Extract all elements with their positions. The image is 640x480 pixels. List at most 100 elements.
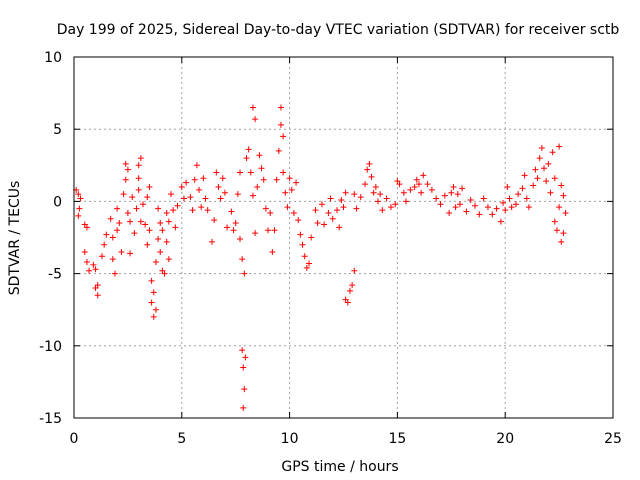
data-point [148, 277, 155, 284]
data-point [334, 207, 341, 214]
data-point [183, 179, 190, 186]
y-tick-labels: -15 -10 -5 0 5 10 [39, 50, 62, 427]
data-point [237, 235, 244, 242]
data-point [86, 267, 93, 274]
data-point [262, 205, 269, 212]
data-point [512, 201, 519, 208]
data-point [142, 221, 149, 228]
data-point [77, 195, 84, 202]
data-point [258, 165, 265, 172]
data-point [217, 195, 224, 202]
x-tick-label: 0 [70, 431, 79, 447]
data-point [452, 204, 459, 211]
data-point [299, 241, 306, 248]
plot-frame [73, 56, 614, 419]
data-point [547, 189, 554, 196]
data-point [109, 256, 116, 263]
data-point [94, 292, 101, 299]
data-point [224, 224, 231, 231]
data-point [157, 248, 164, 255]
data-point [127, 218, 134, 225]
data-point [377, 191, 384, 198]
data-point [83, 259, 90, 266]
data-point [116, 220, 123, 227]
data-point [467, 196, 474, 203]
data-point [448, 189, 455, 196]
data-point [556, 143, 563, 150]
data-point [459, 185, 466, 192]
data-point [387, 204, 394, 211]
data-point [366, 160, 373, 167]
data-point [163, 209, 170, 216]
data-point [245, 146, 252, 153]
data-point [336, 224, 343, 231]
data-point [163, 238, 170, 245]
data-point [277, 104, 284, 111]
data-point [94, 282, 101, 289]
y-tick-label: 0 [53, 194, 62, 210]
data-point [196, 186, 203, 193]
data-point [137, 155, 144, 162]
data-point [556, 204, 563, 211]
data-point [228, 208, 235, 215]
data-point [353, 205, 360, 212]
data-point [202, 195, 209, 202]
data-point [178, 183, 185, 190]
x-tick-label: 15 [388, 431, 406, 447]
chart-title: Day 199 of 2025, Sidereal Day-to-day VTE… [57, 22, 620, 38]
data-point [144, 194, 151, 201]
data-point [497, 218, 504, 225]
data-point [191, 176, 198, 183]
data-point [545, 160, 552, 167]
data-point [413, 176, 420, 183]
data-point [379, 207, 386, 214]
data-point [237, 169, 244, 176]
data-point [280, 169, 287, 176]
data-point [252, 116, 259, 123]
data-point [252, 230, 259, 237]
data-point [374, 198, 381, 205]
data-point [454, 191, 461, 198]
data-point [314, 220, 321, 227]
data-point [239, 347, 246, 354]
data-point [543, 178, 550, 185]
data-point [530, 182, 537, 189]
data-point [193, 162, 200, 169]
data-point [208, 238, 215, 245]
data-point [165, 256, 172, 263]
data-point [521, 172, 528, 179]
data-point [437, 201, 444, 208]
y-tick-label: -15 [39, 411, 62, 427]
data-point [239, 256, 246, 263]
data-point [109, 234, 116, 241]
data-point [127, 250, 134, 257]
data-point [446, 209, 453, 216]
data-point [198, 204, 205, 211]
data-point [269, 248, 276, 255]
data-point [118, 248, 125, 255]
data-point [152, 306, 159, 313]
grid-lines [74, 57, 613, 418]
data-point [489, 211, 496, 218]
data-point [152, 259, 159, 266]
data-point [500, 199, 507, 206]
data-point [325, 209, 332, 216]
data-point [560, 192, 567, 199]
data-point [383, 195, 390, 202]
data-point [303, 264, 310, 271]
data-point [433, 195, 440, 202]
data-point [321, 221, 328, 228]
x-tick-label: 5 [177, 431, 186, 447]
data-point [504, 183, 511, 190]
data-point [301, 253, 308, 260]
data-point [368, 173, 375, 180]
data-point [327, 195, 334, 202]
data-point [362, 181, 369, 188]
data-point [83, 224, 90, 231]
x-tick-labels: 0 5 10 15 20 25 [70, 431, 622, 447]
data-point [346, 287, 353, 294]
data-point [525, 204, 532, 211]
data-point [549, 149, 556, 156]
data-point [351, 267, 358, 274]
